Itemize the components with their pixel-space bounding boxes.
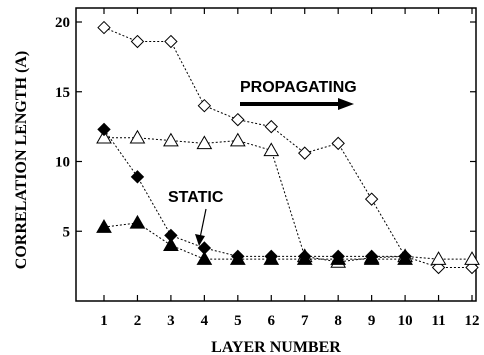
y-tick-label: 10	[55, 155, 70, 171]
point-triangle-open	[129, 129, 146, 144]
plot-frame	[75, 7, 477, 302]
series-line-diamond-filled	[103, 129, 406, 257]
point-triangle-filled	[129, 214, 146, 229]
point-triangle-open	[263, 142, 280, 157]
annotation-static: STATIC	[168, 189, 224, 206]
series-lines-layer	[103, 27, 472, 269]
x-tick-label: 7	[301, 313, 309, 329]
point-diamond-open	[298, 146, 312, 160]
point-triangle-filled	[363, 251, 380, 265]
x-axis-title: LAYER NUMBER	[211, 339, 341, 355]
x-tick-label: 4	[201, 313, 209, 329]
point-diamond-open	[364, 192, 379, 206]
x-tick-label: 3	[167, 313, 175, 329]
x-tick-label: 2	[134, 313, 142, 329]
point-diamond-open	[197, 98, 212, 113]
point-diamond-open	[331, 136, 345, 151]
x-tick-label: 12	[465, 313, 480, 329]
point-triangle-filled	[96, 219, 112, 233]
point-triangle-open	[196, 135, 213, 150]
static-arrow-head	[195, 234, 205, 246]
static-arrow-shaft	[199, 208, 207, 239]
x-tick-label: 8	[334, 313, 342, 329]
y-tick-label: 20	[55, 15, 70, 31]
markers-layer	[96, 20, 480, 275]
point-triangle-open	[163, 132, 179, 147]
y-axis-title: CORRELATION LENGTH (A)	[13, 51, 30, 269]
point-triangle-open	[229, 132, 246, 147]
point-diamond-open	[164, 34, 178, 49]
annotation-propagating: PROPAGATING	[240, 79, 357, 96]
x-tick-label: 5	[234, 313, 242, 329]
x-tick-label: 11	[431, 313, 445, 329]
y-tick-label: 5	[63, 224, 71, 240]
point-triangle-filled	[196, 251, 213, 265]
point-triangle-filled	[263, 251, 280, 265]
point-diamond-filled	[130, 170, 145, 184]
point-triangle-filled	[397, 251, 413, 265]
y-tick-label: 15	[55, 85, 70, 101]
point-triangle-filled	[296, 251, 313, 265]
x-tick-label: 10	[398, 313, 413, 329]
point-diamond-open	[130, 34, 145, 49]
propagating-arrow-head	[338, 98, 354, 110]
point-triangle-filled	[163, 237, 179, 251]
point-diamond-open	[231, 112, 245, 127]
point-diamond-open	[97, 20, 111, 35]
point-triangle-open	[96, 129, 112, 144]
point-triangle-open	[430, 251, 447, 265]
series-line-triangle-open	[104, 137, 472, 263]
point-triangle-filled	[229, 251, 246, 265]
point-triangle-open	[464, 251, 480, 265]
x-tick-label: 9	[368, 313, 376, 329]
series-line-triangle-filled	[103, 222, 406, 260]
point-triangle-filled	[330, 251, 347, 265]
point-diamond-open	[264, 119, 278, 134]
x-tick-label: 1	[100, 313, 108, 329]
x-tick-label: 6	[268, 313, 276, 329]
point-diamond-filled	[97, 122, 111, 137]
series-line-diamond-open	[103, 27, 472, 269]
